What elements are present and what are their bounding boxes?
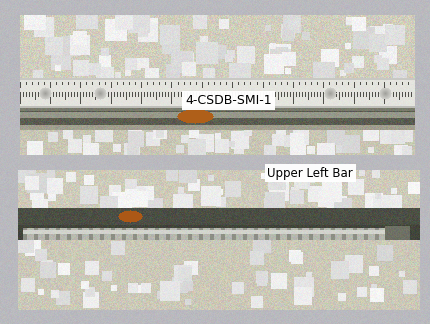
Text: Upper Left Bar: Upper Left Bar — [267, 167, 352, 180]
Text: 4-CSDB-SMI-1: 4-CSDB-SMI-1 — [185, 94, 271, 107]
